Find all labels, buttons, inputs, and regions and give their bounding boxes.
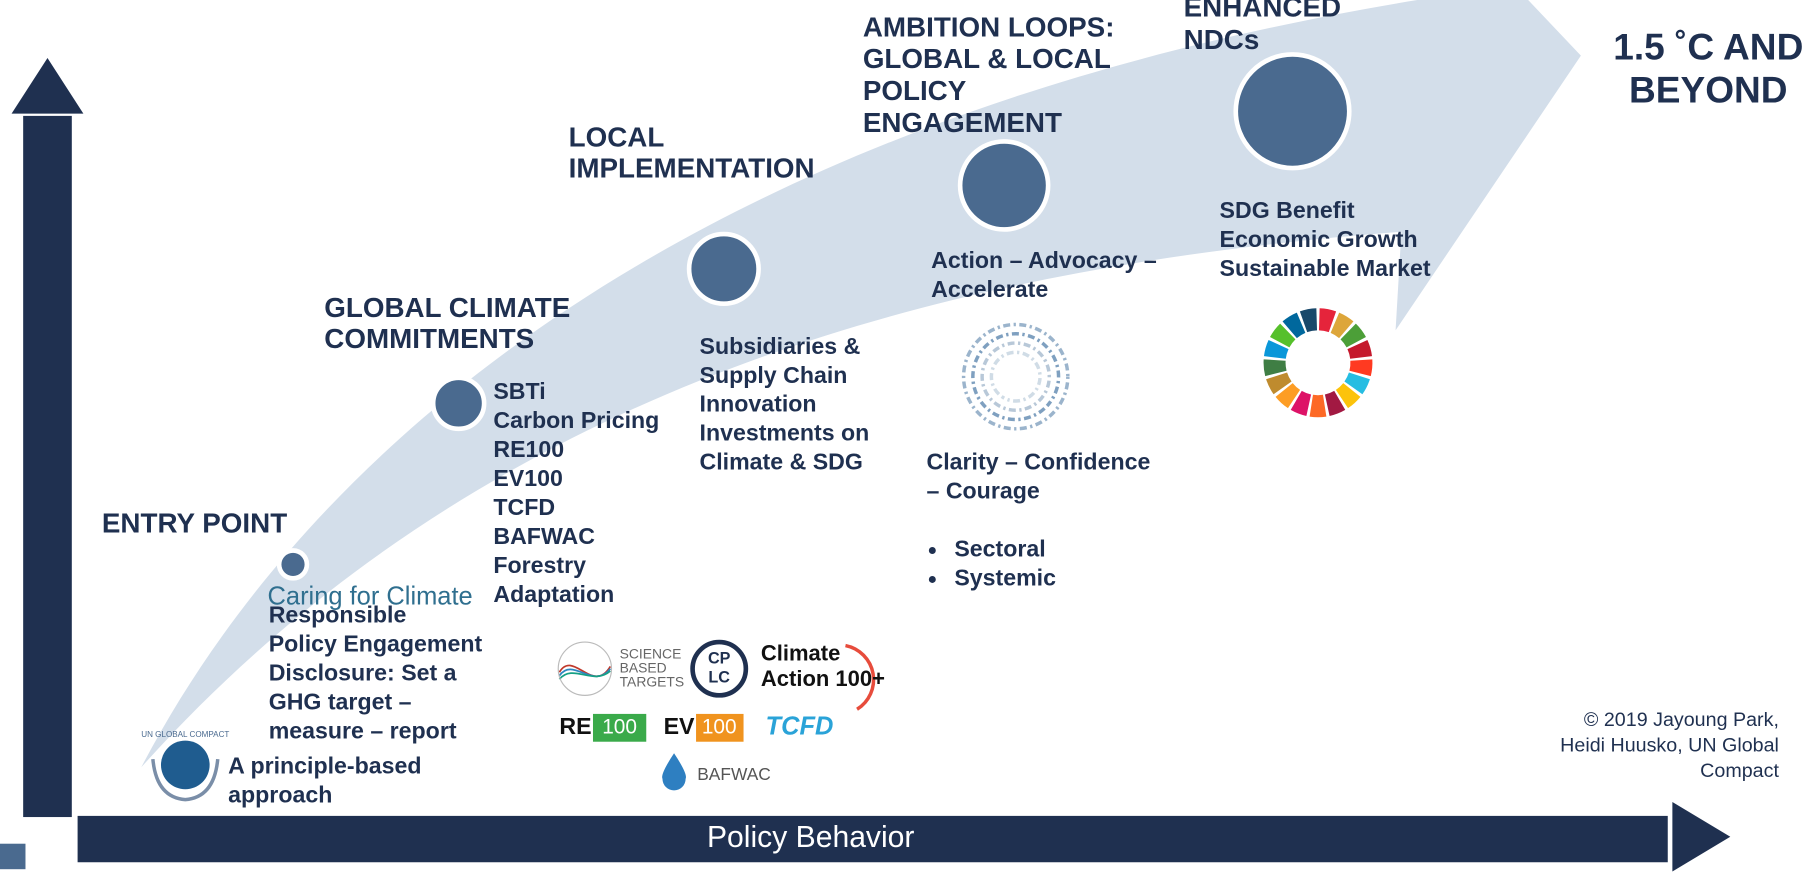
corner-square: [0, 844, 25, 869]
ev-number: 100: [702, 715, 737, 738]
stage-bullet: Sectoral: [954, 536, 1045, 562]
stage-detail: Subsidiaries &: [700, 333, 861, 359]
re-logo: RE: [559, 713, 591, 739]
x-axis-arrowhead: [1672, 802, 1730, 872]
cplc-logo-text: CP: [708, 650, 731, 668]
stage-detail: Supply Chain: [700, 362, 848, 388]
stage-detail: measure – report: [269, 718, 457, 744]
stage-detail: EV100: [493, 465, 563, 491]
goal-title: 1.5 ˚C AND: [1613, 26, 1803, 68]
stage-detail: Sustainable Market: [1220, 255, 1431, 281]
un-logo-text: UN GLOBAL COMPACT: [141, 730, 229, 739]
stage-detail: Policy Engagement: [269, 631, 483, 657]
bullet-dot: [929, 576, 936, 583]
sbt-logo-text: TARGETS: [620, 673, 685, 689]
bafwac-drop: [662, 753, 686, 790]
stage-title: GLOBAL & LOCAL: [863, 43, 1111, 74]
milestone: [689, 234, 758, 304]
stage-bullet: Systemic: [954, 565, 1056, 591]
tcfd-logo: TCFD: [766, 713, 834, 741]
stage-detail: Accelerate: [931, 276, 1048, 302]
stage-detail: SDG Benefit: [1220, 197, 1355, 223]
cplc-logo-text: LC: [708, 668, 730, 686]
credit: © 2019 Jayoung Park,: [1584, 709, 1779, 731]
re-number: 100: [602, 715, 637, 738]
swirl-ring: [964, 325, 1068, 429]
sdg-wedge: [1349, 359, 1372, 376]
swirl-ring: [977, 338, 1055, 416]
bafwac-logo: BAFWAC: [697, 764, 771, 784]
stage-title: NDCs: [1184, 24, 1260, 55]
stage-title: AMBITION LOOPS:: [863, 11, 1115, 42]
un-globe: [161, 741, 210, 790]
stage-detail: Economic Growth: [1220, 226, 1418, 252]
milestone: [433, 378, 484, 429]
stage-title: IMPLEMENTATION: [569, 153, 815, 184]
sbt-ring: [558, 642, 611, 695]
page: {"x_axis_label": "Policy Behavior", "sta…: [0, 0, 1816, 875]
stage-title: GLOBAL CLIMATE: [324, 292, 570, 323]
c4c-logo: Caring for Climate: [268, 583, 473, 611]
stage-principle: – Courage: [927, 478, 1040, 504]
stage-title: ENHANCED: [1184, 0, 1341, 23]
stage-title: ENGAGEMENT: [863, 107, 1062, 138]
stage-detail: GHG target –: [269, 689, 412, 715]
stage-detail: Action – Advocacy –: [931, 247, 1157, 273]
credit: Heidi Huusko, UN Global: [1560, 735, 1779, 757]
stage-detail: TCFD: [493, 494, 555, 520]
stage-detail: Disclosure: Set a: [269, 660, 458, 686]
stage-detail: Innovation: [700, 391, 817, 417]
stage-detail: Climate & SDG: [700, 449, 863, 475]
stage-detail: Investments on: [700, 420, 870, 446]
x-axis-label: Policy Behavior: [707, 821, 914, 854]
stage-principle: Clarity – Confidence: [927, 449, 1151, 475]
milestone: [279, 550, 307, 578]
swirl-ring: [955, 316, 1076, 437]
goal-title: BEYOND: [1629, 69, 1788, 111]
diagram: Policy Behavior ENTRY POINT GLOBAL CLIMAT…: [0, 0, 1816, 875]
sdg-wedge: [1310, 395, 1327, 417]
milestone: [960, 141, 1048, 229]
ca100-logo-text: Action 100+: [761, 666, 885, 691]
y-axis-bar: [23, 116, 72, 817]
stage-detail: Adaptation: [493, 581, 614, 607]
stage-detail: Carbon Pricing: [493, 407, 659, 433]
stage-detail: BAFWAC: [493, 523, 595, 549]
y-axis-arrowhead: [12, 58, 84, 114]
foundation-text: approach: [228, 781, 332, 807]
sdg-wedge: [1264, 359, 1287, 376]
stage-title: ENTRY POINT: [102, 507, 287, 538]
foundation-text: A principle-based: [228, 752, 421, 778]
stage-detail: RE100: [493, 436, 564, 462]
stage-detail: Forestry: [493, 552, 586, 578]
stage-title: LOCAL: [569, 121, 665, 152]
stage-detail: SBTi: [493, 378, 545, 404]
credit: Compact: [1700, 760, 1779, 782]
stage-title: POLICY: [863, 75, 967, 106]
ev-logo: EV: [664, 713, 695, 739]
bullet-dot: [929, 547, 936, 554]
stage-title: COMMITMENTS: [324, 323, 534, 354]
ca100-logo-text: Climate: [761, 641, 840, 666]
milestone: [1236, 54, 1350, 168]
